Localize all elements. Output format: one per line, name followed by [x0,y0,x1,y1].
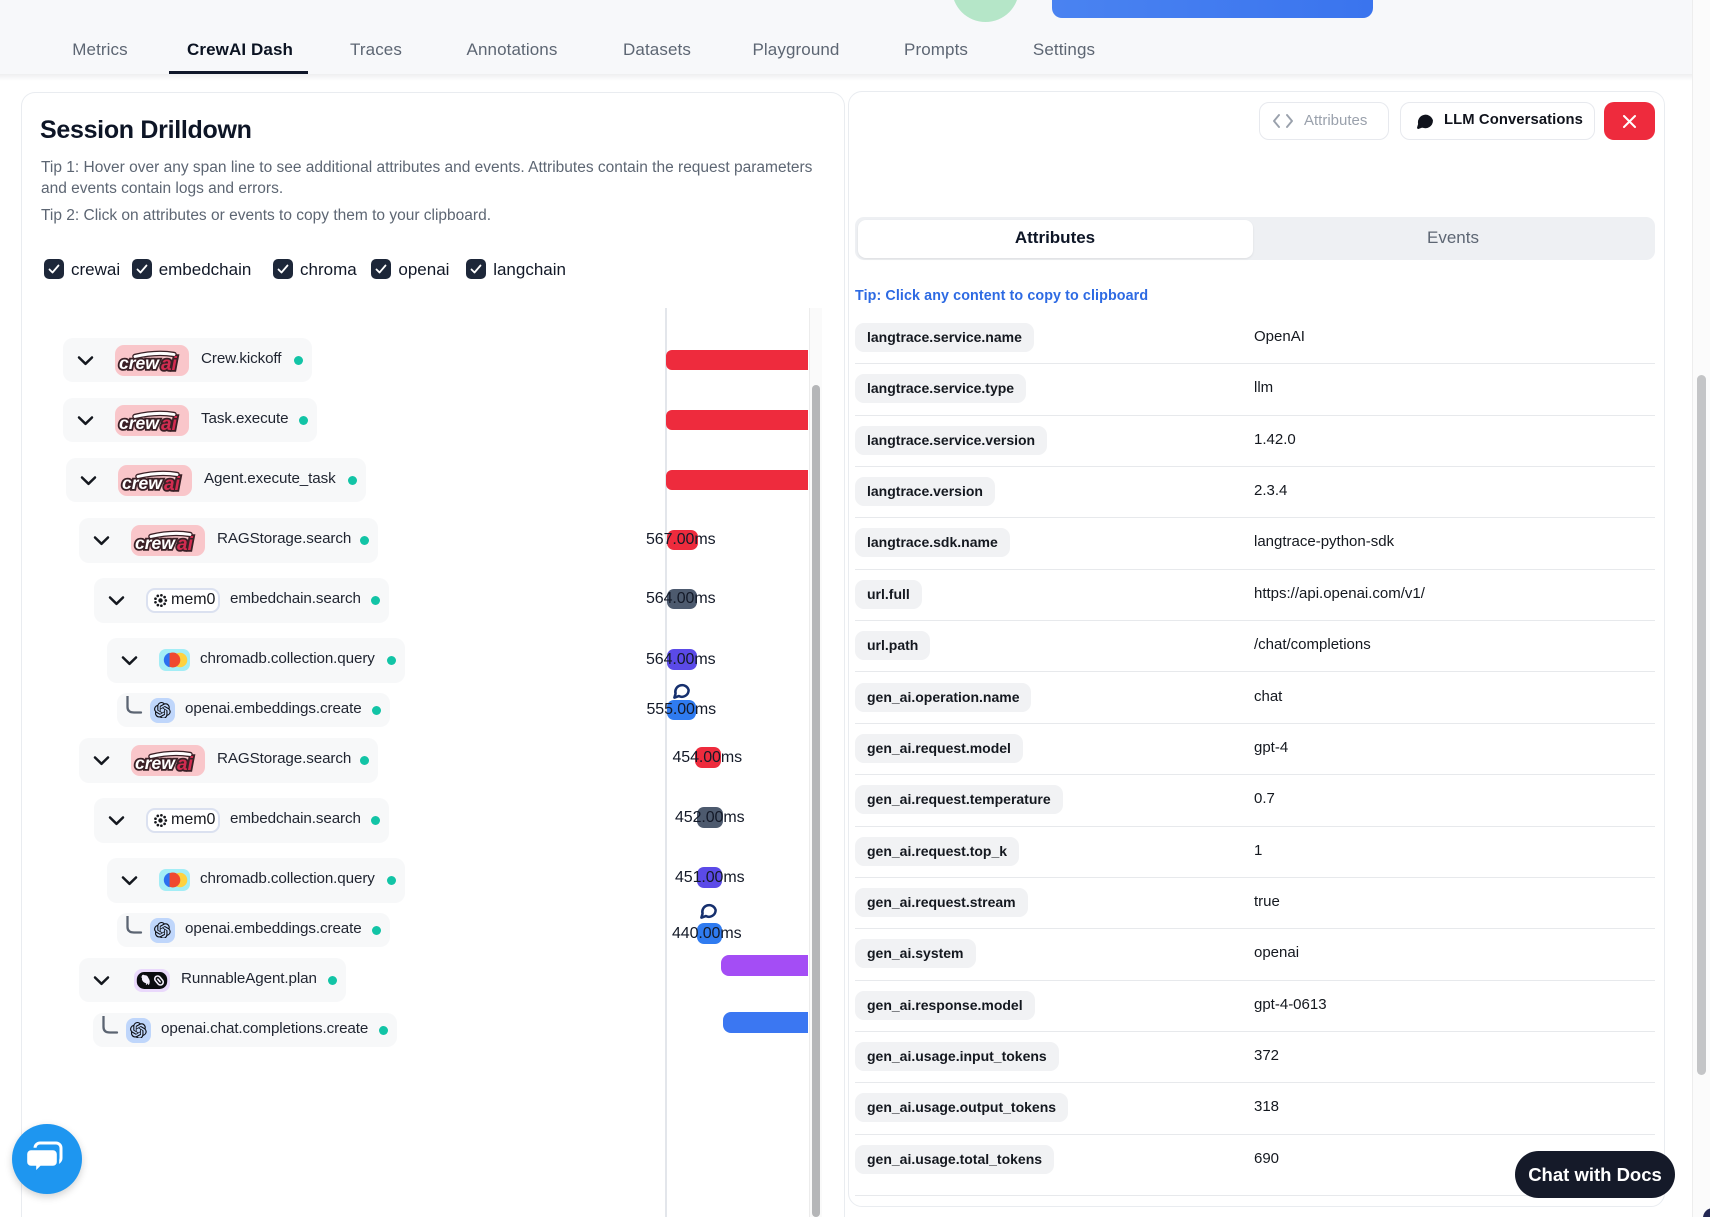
svg-text:ai: ai [161,354,178,375]
svg-text:ai: ai [177,754,194,775]
svg-text:ai: ai [177,754,194,775]
svg-text:crew: crew [119,353,160,373]
svg-text:crew: crew [135,753,176,773]
svg-text:crew: crew [135,533,176,553]
svg-text:crew: crew [119,413,160,433]
svg-text:ai: ai [164,474,181,495]
svg-text:crew: crew [122,473,163,493]
svg-text:ai: ai [161,414,178,435]
svg-text:ai: ai [177,534,194,555]
svg-text:crew: crew [135,753,176,773]
svg-text:crew: crew [119,413,160,433]
svg-text:crew: crew [119,353,160,373]
svg-text:crew: crew [135,533,176,553]
svg-text:ai: ai [161,414,178,435]
svg-text:ai: ai [164,474,181,495]
svg-text:ai: ai [161,354,178,375]
svg-text:crew: crew [122,473,163,493]
svg-text:ai: ai [177,534,194,555]
